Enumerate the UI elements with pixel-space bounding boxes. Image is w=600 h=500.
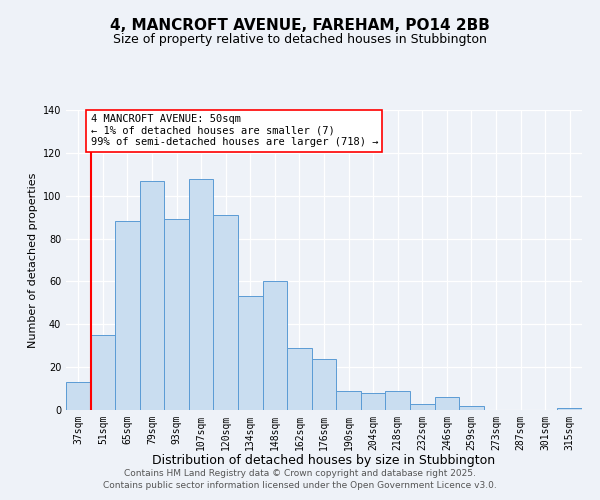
Y-axis label: Number of detached properties: Number of detached properties [28, 172, 38, 348]
Bar [263, 282, 287, 410]
Bar [410, 404, 434, 410]
Bar [287, 348, 312, 410]
Bar [115, 222, 140, 410]
Bar [557, 408, 582, 410]
Text: Size of property relative to detached houses in Stubbington: Size of property relative to detached ho… [113, 32, 487, 46]
X-axis label: Distribution of detached houses by size in Stubbington: Distribution of detached houses by size … [152, 454, 496, 468]
Bar [140, 180, 164, 410]
Bar [189, 178, 214, 410]
Text: Contains HM Land Registry data © Crown copyright and database right 2025.: Contains HM Land Registry data © Crown c… [124, 468, 476, 477]
Bar [164, 220, 189, 410]
Bar [385, 390, 410, 410]
Bar [66, 382, 91, 410]
Text: 4 MANCROFT AVENUE: 50sqm
← 1% of detached houses are smaller (7)
99% of semi-det: 4 MANCROFT AVENUE: 50sqm ← 1% of detache… [91, 114, 378, 148]
Text: Contains public sector information licensed under the Open Government Licence v3: Contains public sector information licen… [103, 481, 497, 490]
Bar [336, 390, 361, 410]
Bar [434, 397, 459, 410]
Bar [312, 358, 336, 410]
Bar [459, 406, 484, 410]
Text: 4, MANCROFT AVENUE, FAREHAM, PO14 2BB: 4, MANCROFT AVENUE, FAREHAM, PO14 2BB [110, 18, 490, 32]
Bar [238, 296, 263, 410]
Bar [214, 215, 238, 410]
Bar [361, 393, 385, 410]
Bar [91, 335, 115, 410]
